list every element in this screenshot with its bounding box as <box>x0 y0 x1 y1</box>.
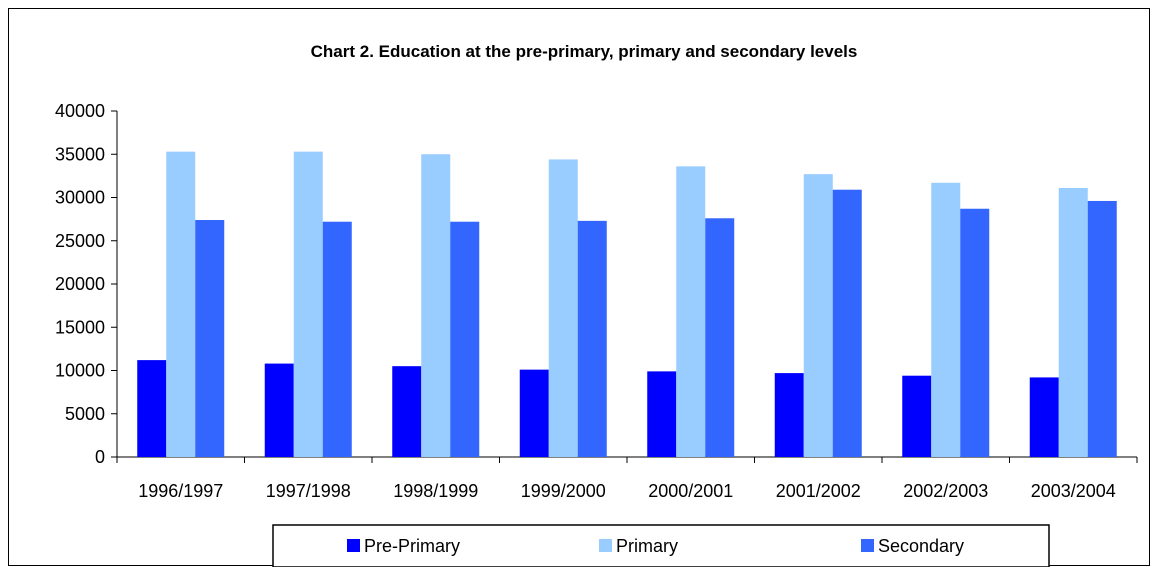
y-tick-label: 35000 <box>55 144 105 164</box>
y-tick-label: 10000 <box>55 361 105 381</box>
bar-chart: Chart 2. Education at the pre-primary, p… <box>55 42 1138 567</box>
bar-secondary <box>577 220 607 457</box>
bar-pre-primary <box>137 360 167 457</box>
x-axis: 1996/1997 1997/1998 1998/1999 1999/2000 2000… <box>116 456 1138 501</box>
x-tick-label: 2001/2002 <box>776 481 861 501</box>
x-tick-label: 1997/1998 <box>266 481 351 501</box>
bar-primary <box>1058 187 1088 458</box>
bar-pre-primary <box>647 371 677 457</box>
y-tick-label: 25000 <box>55 231 105 251</box>
x-tick-label: 1999/2000 <box>521 481 606 501</box>
y-tick-label: 0 <box>95 447 105 467</box>
bar-secondary <box>450 221 480 457</box>
bar-primary <box>803 174 833 457</box>
bar-primary <box>293 151 323 457</box>
bar-secondary <box>960 208 990 457</box>
bar-pre-primary <box>902 375 932 457</box>
bar-secondary <box>195 219 225 457</box>
y-tick-label: 5000 <box>65 404 105 424</box>
x-tick-label: 1996/1997 <box>138 481 223 501</box>
bar-primary <box>931 182 961 458</box>
y-tick-label: 30000 <box>55 188 105 208</box>
legend-label: Secondary <box>878 536 964 556</box>
bar-pre-primary <box>519 369 549 457</box>
y-tick-label: 40000 <box>55 101 105 121</box>
bar-secondary <box>705 218 735 457</box>
bar-pre-primary <box>392 366 422 457</box>
legend-box <box>272 524 1050 567</box>
bar-pre-primary <box>264 363 294 457</box>
x-tick-label: 2002/2003 <box>903 481 988 501</box>
legend: Pre-Primary Primary Secondary <box>272 524 1050 567</box>
y-axis: 0 5000 10000 15000 20000 25000 30000 35000 40000 <box>55 101 118 467</box>
x-tick-label: 2003/2004 <box>1031 481 1116 501</box>
bar-primary <box>676 166 706 458</box>
x-tick-label: 1998/1999 <box>393 481 478 501</box>
bar-secondary <box>832 189 862 457</box>
plot-bars <box>137 151 1117 458</box>
bar-pre-primary <box>774 373 804 457</box>
y-tick-label: 15000 <box>55 317 105 337</box>
chart-title: Chart 2. Education at the pre-primary, p… <box>311 42 858 61</box>
x-tick-label: 2000/2001 <box>648 481 733 501</box>
legend-swatch <box>861 539 874 552</box>
bar-primary <box>421 154 451 457</box>
y-tick-label: 20000 <box>55 274 105 294</box>
chart-area: Chart 2. Education at the pre-primary, p… <box>8 8 1150 567</box>
legend-swatch <box>347 539 360 552</box>
legend-label: Primary <box>616 536 678 556</box>
bar-secondary <box>1087 200 1117 457</box>
bar-primary <box>548 159 578 457</box>
bar-pre-primary <box>1029 377 1059 457</box>
bar-primary <box>166 151 196 457</box>
legend-label: Pre-Primary <box>364 536 460 556</box>
bar-secondary <box>322 221 352 457</box>
legend-swatch <box>599 539 612 552</box>
